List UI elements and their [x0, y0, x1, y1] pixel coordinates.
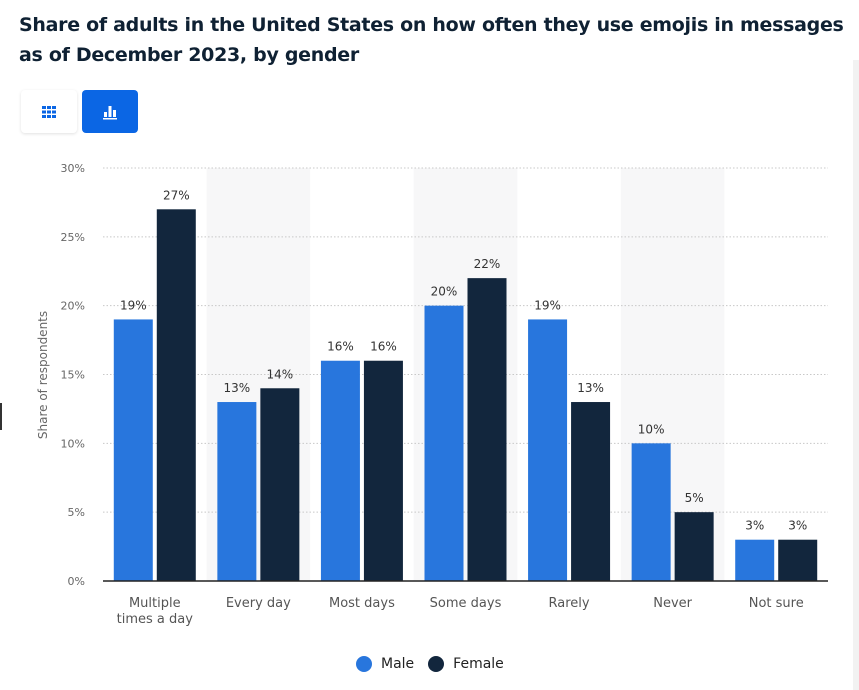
legend-dot-male: [356, 656, 372, 672]
bar-chart-icon: [103, 105, 117, 119]
x-tick-label-line: Most days: [329, 596, 395, 611]
legend-dot-female: [428, 656, 445, 672]
legend-label-male: Male: [381, 656, 415, 672]
bar-male[interactable]: [217, 402, 257, 581]
x-tick-label-line: Rarely: [549, 596, 590, 611]
y-tick-label: 20%: [61, 300, 85, 313]
legend-label-female: Female: [453, 656, 504, 672]
y-tick-label: 15%: [61, 369, 85, 382]
x-tick-label: Never: [653, 596, 692, 611]
x-tick-label-line: times a day: [117, 612, 194, 627]
x-tick-label: Not sure: [749, 596, 804, 611]
bar-female[interactable]: [156, 209, 196, 582]
bar-female[interactable]: [260, 388, 300, 581]
bar-male[interactable]: [528, 319, 568, 581]
data-label: 22%: [474, 257, 501, 271]
data-label: 16%: [370, 340, 397, 354]
y-tick-label: 30%: [61, 162, 85, 175]
y-tick-label: 5%: [68, 506, 85, 519]
data-labels: 19% 27% 13% 14% 16% 16% 20% 22% 19% 13% 10% 5% 3% 3%: [120, 188, 807, 532]
data-label: 16%: [327, 340, 354, 354]
x-tick-label: Most days: [329, 596, 395, 611]
y-axis-label: Share of respondents: [36, 311, 50, 439]
x-tick-label-line: Every day: [226, 596, 291, 611]
legend: Male Female: [356, 656, 518, 672]
x-axis-ticks: Multiple times a day Every day Most days Som…: [117, 596, 804, 627]
x-tick-label: Every day: [226, 596, 291, 611]
y-tick-label: 25%: [61, 231, 85, 244]
bar-male[interactable]: [424, 305, 464, 581]
data-label: 10%: [638, 422, 665, 436]
bar-male[interactable]: [631, 443, 671, 581]
chart-view-button[interactable]: [82, 90, 138, 133]
bar-male[interactable]: [320, 360, 360, 581]
x-tick-label-line: Not sure: [749, 596, 804, 611]
chart-title: Share of adults in the United States on …: [19, 14, 844, 66]
x-tick-label: Multiple times a day: [117, 596, 194, 627]
side-panel-edge: [853, 60, 859, 690]
edge-marker: [0, 403, 2, 430]
bar-female[interactable]: [467, 278, 507, 581]
data-label: 27%: [163, 188, 190, 202]
y-axis-ticks: 0% 5% 10% 15% 20% 25% 30%: [61, 162, 85, 588]
bar-female[interactable]: [363, 360, 403, 581]
x-tick-label-line: Never: [653, 596, 692, 611]
data-label: 19%: [120, 298, 147, 312]
legend-item-female[interactable]: Female: [428, 656, 504, 672]
x-tick-label-line: Multiple: [129, 596, 181, 611]
data-label: 13%: [577, 381, 604, 395]
bars: [113, 209, 818, 582]
data-label: 20%: [431, 285, 458, 299]
bar-male[interactable]: [735, 539, 775, 581]
y-tick-label: 10%: [61, 437, 85, 450]
grid-icon: [42, 105, 56, 118]
data-label: 5%: [685, 491, 704, 505]
bar-female[interactable]: [778, 539, 818, 581]
data-label: 13%: [224, 381, 251, 395]
data-label: 19%: [534, 298, 561, 312]
legend-item-male[interactable]: Male: [356, 656, 414, 672]
x-tick-label: Rarely: [549, 596, 590, 611]
x-tick-label-line: Some days: [430, 596, 502, 611]
data-label: 14%: [267, 367, 294, 381]
bar-male[interactable]: [113, 319, 153, 581]
y-tick-label: 0%: [68, 575, 85, 588]
bar-female[interactable]: [571, 402, 611, 581]
data-label: 3%: [788, 519, 807, 533]
bar-female[interactable]: [674, 512, 714, 581]
x-tick-label: Some days: [430, 596, 502, 611]
data-label: 3%: [745, 519, 764, 533]
table-view-button[interactable]: [21, 90, 77, 133]
